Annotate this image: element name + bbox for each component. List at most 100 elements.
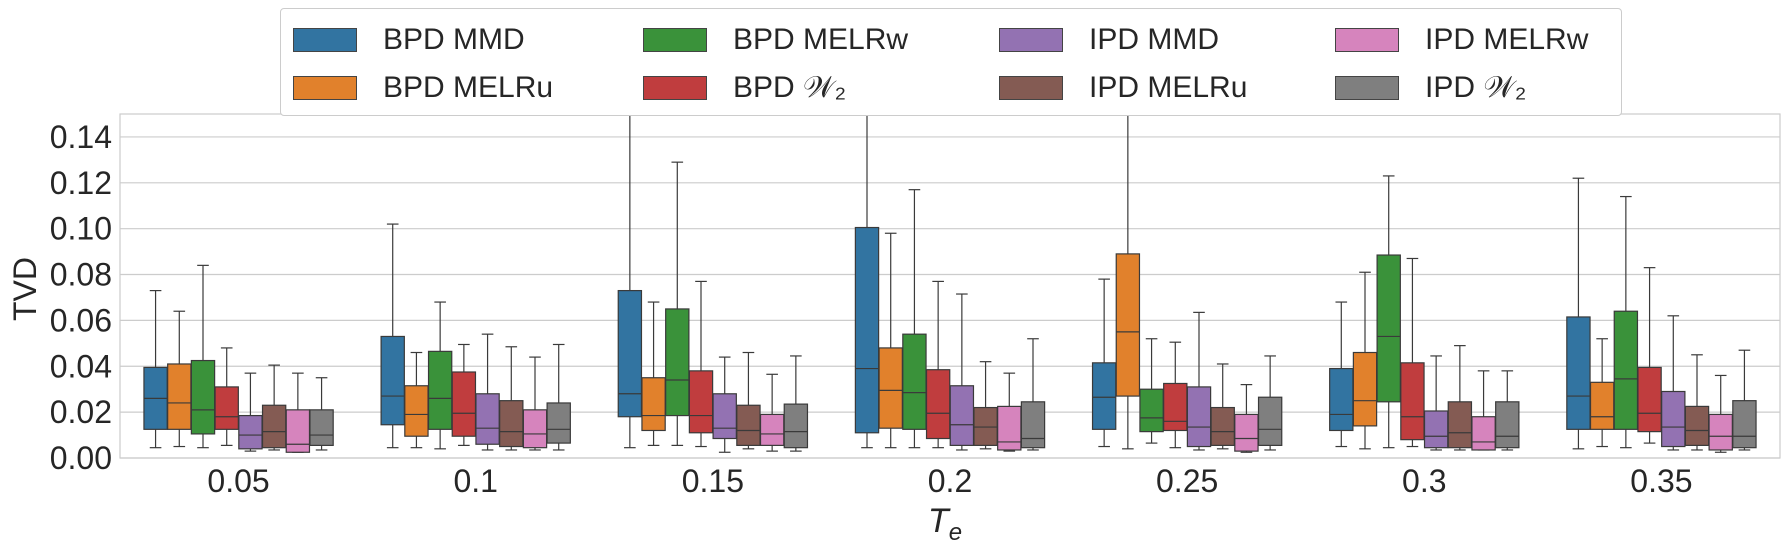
y-tick-label: 0.08 xyxy=(50,257,112,293)
legend-item-ipd-mmd: IPD MMD xyxy=(999,20,1219,60)
box-body xyxy=(546,402,571,444)
box-body xyxy=(878,347,903,429)
x-tick-label: 0.1 xyxy=(453,463,497,499)
legend-label: BPD MMD xyxy=(383,23,525,56)
box-body xyxy=(1091,362,1117,430)
box-body xyxy=(167,363,192,430)
legend-swatch xyxy=(1335,28,1399,52)
box xyxy=(546,343,571,451)
x-tick-label: 0.25 xyxy=(1156,463,1218,499)
box xyxy=(641,301,666,446)
box xyxy=(427,301,453,450)
box-body xyxy=(641,377,666,432)
box-body xyxy=(404,385,429,437)
box xyxy=(997,372,1022,452)
box-body xyxy=(214,386,239,430)
box-body xyxy=(997,405,1022,451)
box-series-group xyxy=(143,114,1757,453)
box-body xyxy=(854,226,880,434)
box xyxy=(1210,363,1235,450)
box-body xyxy=(1684,405,1710,446)
box xyxy=(475,333,500,451)
x-axis-label-main: T xyxy=(928,502,951,540)
box-body xyxy=(380,335,405,426)
box xyxy=(309,377,334,451)
box-body xyxy=(1352,351,1378,427)
box-body xyxy=(712,393,737,440)
box-body xyxy=(736,404,761,446)
box xyxy=(1661,315,1686,451)
box xyxy=(736,351,761,450)
legend-label: IPD 𝒲₂ xyxy=(1425,71,1527,104)
box-body xyxy=(1732,400,1757,449)
box-body xyxy=(427,350,453,430)
legend-label: BPD MELRw xyxy=(733,23,909,56)
box xyxy=(1139,338,1164,444)
legend-label: IPD MMD xyxy=(1089,23,1219,56)
legend-item-ipd-melrw: IPD MELRw xyxy=(1335,20,1588,60)
x-tick-label: 0.2 xyxy=(928,463,972,499)
box xyxy=(214,347,239,446)
box xyxy=(925,280,951,449)
box-body xyxy=(1234,413,1259,452)
y-tick-label: 0.04 xyxy=(50,348,112,384)
y-tick-label: 0.12 xyxy=(50,165,112,201)
legend-swatch xyxy=(293,28,357,52)
legend-swatch xyxy=(999,76,1063,100)
box-body xyxy=(1471,416,1496,451)
box xyxy=(1684,354,1710,451)
box-body xyxy=(1186,386,1212,448)
legend-swatch xyxy=(293,76,357,100)
legend-label: BPD MELRu xyxy=(383,71,554,104)
legend-label: IPD MELRw xyxy=(1425,23,1589,56)
box-body xyxy=(1495,401,1520,449)
y-tick-labels: 0.00 0.02 0.04 0.06 0.08 0.10 0.12 0.14 xyxy=(50,119,112,476)
box xyxy=(1186,311,1212,451)
legend-label: IPD MELRu xyxy=(1089,71,1248,104)
box-body xyxy=(261,404,287,449)
box xyxy=(1376,175,1401,449)
box-body xyxy=(1566,316,1591,430)
x-axis-label: Te xyxy=(928,502,962,546)
x-tick-label: 0.15 xyxy=(682,463,744,499)
legend-swatch xyxy=(999,28,1063,52)
box-body xyxy=(1613,310,1639,430)
y-tick-label: 0.10 xyxy=(50,211,112,247)
box xyxy=(1495,370,1520,451)
box xyxy=(380,223,405,449)
box-body xyxy=(285,409,311,453)
box-body xyxy=(1210,406,1235,446)
box xyxy=(190,264,216,449)
x-tick-label: 0.3 xyxy=(1402,463,1446,499)
box-body xyxy=(902,333,927,430)
legend-item-bpd-melrw: BPD MELRw xyxy=(643,20,908,60)
box-body xyxy=(238,414,263,450)
box xyxy=(1566,177,1591,450)
box xyxy=(1447,345,1473,451)
box-body xyxy=(451,371,477,437)
box-body xyxy=(1423,410,1449,449)
box xyxy=(143,289,168,449)
box xyxy=(499,346,524,451)
x-tick-label: 0.05 xyxy=(207,463,269,499)
legend: BPD MMD BPD MELRu BPD MELRw BPD 𝒲₂ IPD M… xyxy=(280,8,1622,116)
box xyxy=(238,372,263,452)
box xyxy=(167,310,192,448)
box xyxy=(973,361,998,450)
y-tick-label: 0.14 xyxy=(50,119,112,155)
box xyxy=(712,356,737,453)
box xyxy=(688,280,714,448)
box-body xyxy=(1139,388,1164,433)
box xyxy=(1163,341,1188,449)
box xyxy=(1020,338,1046,451)
box xyxy=(1400,257,1425,448)
box-body xyxy=(1447,401,1473,449)
box-body xyxy=(1637,366,1662,433)
box-body xyxy=(949,385,975,446)
box xyxy=(854,114,880,449)
box-body xyxy=(925,369,951,440)
y-axis-label: TVD xyxy=(7,257,43,321)
box-body xyxy=(1020,401,1046,449)
box-body xyxy=(665,308,690,417)
